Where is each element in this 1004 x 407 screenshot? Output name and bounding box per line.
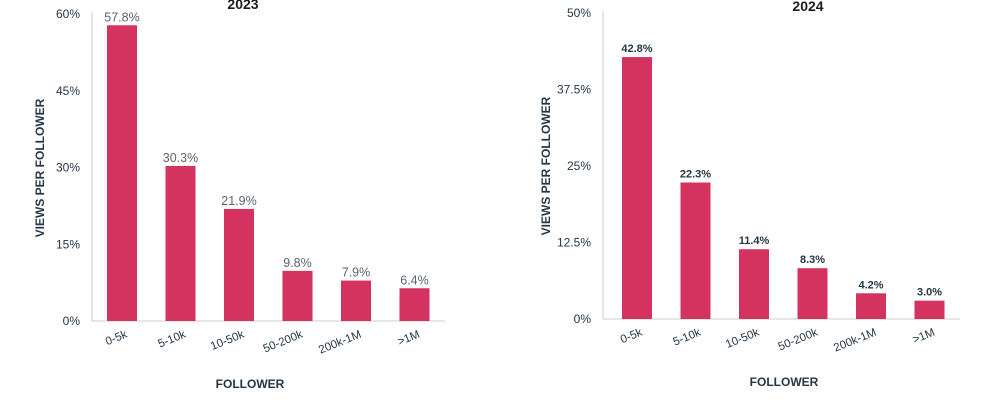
data-label: 7.9% [342, 266, 371, 280]
bar-50-200k [797, 268, 828, 319]
x-tick-label: 0-5k [104, 329, 129, 349]
y-tick-label: 0% [63, 314, 81, 328]
bar-200k-1M [341, 280, 371, 321]
bar->1M [914, 300, 945, 319]
x-axis-title: FOLLOWER [750, 375, 819, 389]
data-label: 6.4% [400, 273, 429, 287]
bar-200k-1M [856, 293, 886, 319]
bar-0-5k [622, 57, 652, 320]
data-label: 30.3% [163, 151, 198, 165]
y-tick-label: 25% [567, 159, 591, 173]
bar->1M [399, 288, 430, 321]
x-tick-label: 10-50k [724, 327, 761, 351]
bar-10-50k [224, 208, 254, 321]
y-axis-title: VIEWS PER FOLLOWER [33, 98, 47, 237]
x-axis-title: FOLLOWER [216, 377, 285, 391]
chart-title: 2023 [227, 0, 258, 12]
data-label: 3.0% [917, 287, 942, 299]
x-tick-label: 10-50k [209, 329, 246, 353]
data-label: 42.8% [621, 43, 652, 55]
y-tick-label: 37.5% [557, 83, 591, 97]
x-tick-label: 200k-1M [832, 327, 878, 355]
data-label: 21.9% [221, 194, 256, 208]
data-label: 9.8% [283, 256, 312, 270]
bar-5-10k [165, 165, 196, 321]
y-tick-label: 60% [56, 7, 80, 21]
chart-2024: 2024 0% 12.5% 25% 37.5% 50% VIEWS PER FOLLOWER… [539, 0, 960, 389]
y-tick-label: 12.5% [557, 236, 591, 250]
x-tick-label: 5-10k [671, 327, 702, 349]
y-tick-label: 45% [56, 84, 80, 98]
data-label: 4.2% [858, 279, 883, 291]
x-tick-label: 200k-1M [317, 329, 363, 357]
x-tick-label: >1M [396, 329, 422, 349]
y-axis-title: VIEWS PER FOLLOWER [539, 96, 553, 235]
data-label: 8.3% [800, 254, 825, 266]
x-tick-label: 0-5k [619, 327, 644, 347]
x-tick-label: >1M [911, 327, 937, 347]
y-tick-label: 15% [56, 237, 80, 251]
chart-2023: 2023 0% 15% 30% 45% 60% VIEWS PER FOLLOWER FOLL… [33, 0, 445, 391]
y-tick-label: 50% [567, 6, 591, 20]
y-tick-label: 0% [574, 312, 592, 326]
x-tick-label: 50-200k [777, 327, 820, 354]
bar-10-50k [739, 249, 769, 319]
data-label: 22.3% [680, 169, 711, 181]
data-label: 11.4% [739, 235, 770, 247]
y-tick-label: 30% [56, 161, 80, 175]
x-tick-label: 50-200k [262, 329, 305, 356]
bar-5-10k [680, 182, 711, 319]
x-tick-label: 5-10k [156, 329, 187, 351]
chart-title: 2024 [792, 0, 823, 14]
bar-0-5k [107, 25, 137, 322]
bar-50-200k [282, 270, 313, 321]
data-label: 57.8% [104, 10, 139, 24]
